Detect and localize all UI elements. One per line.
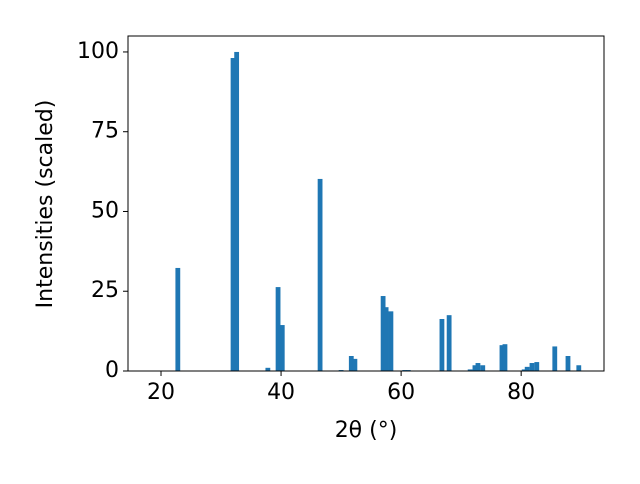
bar (521, 369, 527, 371)
x-axis-label: 2θ (°) (335, 418, 398, 443)
bar (565, 356, 571, 371)
bar (352, 358, 358, 371)
x-tick-label: 40 (267, 380, 295, 405)
bar (388, 311, 394, 371)
bar (446, 315, 452, 371)
bar (534, 362, 540, 371)
bar (502, 344, 508, 371)
bar (234, 51, 240, 371)
bar (265, 367, 271, 371)
x-tick-label: 60 (387, 380, 415, 405)
y-tick-label: 0 (105, 358, 119, 383)
y-tick-label: 100 (77, 39, 119, 64)
bar (279, 325, 285, 371)
bar (175, 267, 181, 371)
bar (275, 287, 281, 371)
bar (499, 345, 505, 371)
bar (467, 369, 473, 371)
bar (529, 363, 535, 371)
y-tick-label: 25 (91, 278, 119, 303)
bar (552, 346, 558, 371)
plot-frame (127, 35, 605, 372)
bar (230, 58, 236, 372)
y-tick-label: 50 (91, 198, 119, 223)
x-tick-label: 20 (147, 380, 175, 405)
y-axis-label: Intensities (scaled) (33, 100, 58, 309)
bar (472, 365, 478, 371)
bar (576, 365, 582, 371)
bar (439, 318, 445, 371)
bar (475, 363, 481, 371)
bar (480, 365, 486, 371)
bar (383, 307, 389, 371)
bar (317, 178, 323, 371)
y-tick-label: 75 (91, 119, 119, 144)
bar (380, 296, 386, 371)
bar (524, 366, 530, 371)
x-tick-label: 80 (507, 380, 535, 405)
bar (348, 356, 354, 371)
